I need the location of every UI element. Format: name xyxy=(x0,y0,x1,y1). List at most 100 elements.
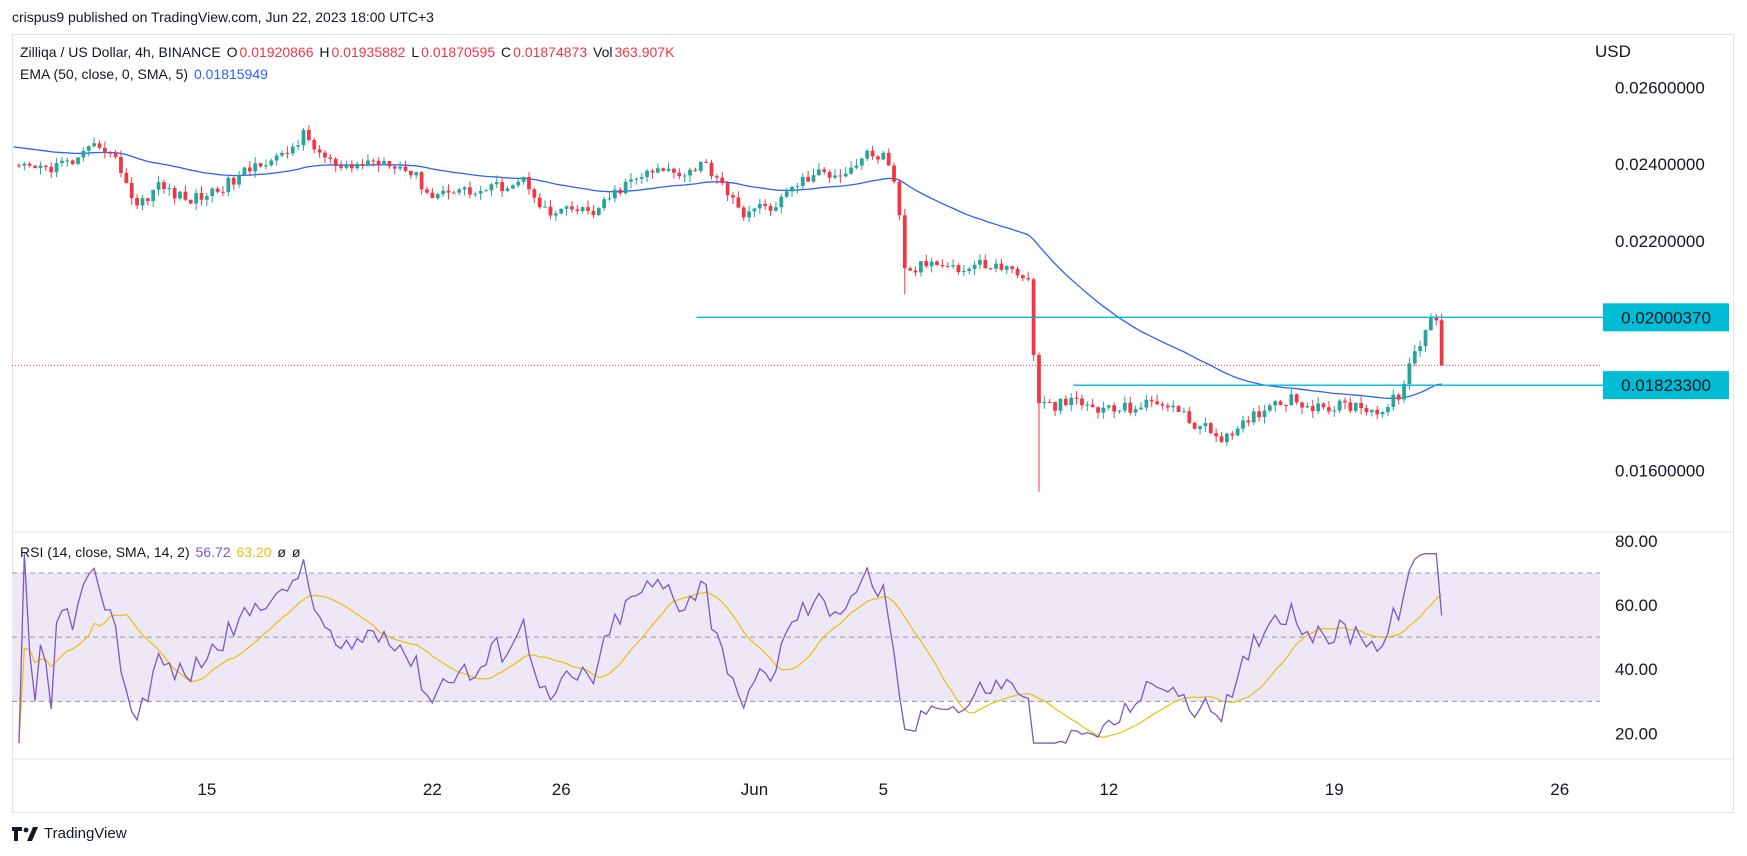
candle-body xyxy=(1133,409,1138,413)
candle-body xyxy=(414,172,419,176)
close-value: 0.01874873 xyxy=(513,44,588,60)
rsi-label[interactable]: RSI (14, close, SMA, 14, 2) xyxy=(20,544,190,560)
candle-body xyxy=(1053,402,1057,411)
candle-body xyxy=(323,152,327,158)
candle-body xyxy=(296,145,301,147)
candle-body xyxy=(162,182,166,189)
candle-body xyxy=(859,158,864,166)
tradingview-brand[interactable]: TradingView xyxy=(12,825,127,842)
candle-body xyxy=(881,152,886,160)
candle-body xyxy=(366,160,370,166)
ema-legend: EMA (50, close, 0, SMA, 5) 0.01815949 xyxy=(20,66,270,82)
candle-body xyxy=(376,160,381,166)
candle-body xyxy=(1208,423,1213,434)
candle-body xyxy=(65,160,70,162)
candle-body xyxy=(752,208,757,212)
candle-body xyxy=(269,160,274,166)
candle-body xyxy=(988,268,993,270)
candle-body xyxy=(790,186,794,192)
currency-label: USD xyxy=(1595,42,1631,61)
candle-body xyxy=(1364,407,1369,413)
candle-body xyxy=(1085,404,1090,406)
candle-body xyxy=(747,211,751,218)
candle-body xyxy=(17,165,21,167)
candle-body xyxy=(1267,405,1272,411)
candle-body xyxy=(462,187,467,190)
candle-body xyxy=(725,183,730,196)
candle-body xyxy=(1300,402,1304,408)
candle-body xyxy=(924,261,929,267)
candle-body xyxy=(983,259,988,269)
candle-body xyxy=(468,187,472,195)
candle-body xyxy=(247,167,252,172)
candle-body xyxy=(1063,398,1068,406)
candle-body xyxy=(172,188,177,199)
candle-body xyxy=(1386,407,1390,413)
candle-body xyxy=(886,152,891,166)
candle-body xyxy=(301,130,306,146)
candle-body xyxy=(86,146,91,151)
candle-body xyxy=(494,182,499,185)
candle-body xyxy=(967,268,972,271)
candle-body xyxy=(693,169,698,171)
candle-body xyxy=(215,188,220,192)
candle-body xyxy=(1203,423,1208,427)
candle-body xyxy=(151,189,156,201)
ema-label[interactable]: EMA (50, close, 0, SMA, 5) xyxy=(20,66,189,82)
candle-body xyxy=(720,177,725,184)
candle-body xyxy=(650,170,655,173)
candle-body xyxy=(371,160,376,162)
candle-body xyxy=(897,181,902,216)
candle-body xyxy=(226,177,231,193)
candle-body xyxy=(1327,407,1331,412)
candle-body xyxy=(575,209,580,211)
candle-body xyxy=(1353,402,1358,411)
candle-body xyxy=(1391,394,1396,408)
candle-body xyxy=(806,176,811,182)
candle-body xyxy=(1047,401,1052,403)
candle-body xyxy=(521,176,526,182)
candle-body xyxy=(500,182,505,192)
candle-body xyxy=(1010,266,1015,269)
candle-body xyxy=(81,150,86,158)
rsi-value: 56.72 xyxy=(195,544,231,560)
candle-body xyxy=(43,165,48,167)
candle-body xyxy=(586,207,590,211)
candle-body xyxy=(1112,405,1117,412)
candle-body xyxy=(892,165,896,182)
candle-body xyxy=(613,189,617,199)
candle-body xyxy=(60,160,64,164)
candle-body xyxy=(919,261,923,273)
candle-body xyxy=(328,157,333,159)
rsi-legend: RSI (14, close, SMA, 14, 2) 56.72 63.20 … xyxy=(20,544,302,560)
ema-value: 0.01815949 xyxy=(193,66,268,82)
candle-body xyxy=(102,147,107,153)
candle-body xyxy=(1080,398,1084,406)
candle-body xyxy=(704,161,709,163)
candle-body xyxy=(1402,383,1406,400)
candle-body xyxy=(124,172,129,183)
candle-body xyxy=(929,261,934,267)
rsi-na-1: ø xyxy=(277,544,286,560)
candle-body xyxy=(1251,411,1256,423)
candle-body xyxy=(999,263,1004,270)
candle-body xyxy=(473,193,478,195)
candle-body xyxy=(22,163,27,166)
time-axis-tick: 5 xyxy=(879,780,888,799)
candle-body xyxy=(1214,433,1219,437)
candle-body xyxy=(317,149,322,153)
candle-body xyxy=(1117,410,1122,412)
candle-body xyxy=(135,197,139,206)
candle-body xyxy=(698,161,703,171)
tradingview-logo-icon xyxy=(12,826,38,841)
candle-body xyxy=(204,196,209,200)
symbol-title[interactable]: Zilliqa / US Dollar, 4h, BINANCE xyxy=(20,44,221,60)
candle-body xyxy=(108,152,113,154)
candle-body xyxy=(731,195,735,198)
candle-body xyxy=(1289,394,1294,406)
rsi-na-2: ø xyxy=(291,544,301,560)
candle-body xyxy=(553,213,558,216)
candle-body xyxy=(1026,278,1031,280)
chart-frame xyxy=(12,34,1734,813)
